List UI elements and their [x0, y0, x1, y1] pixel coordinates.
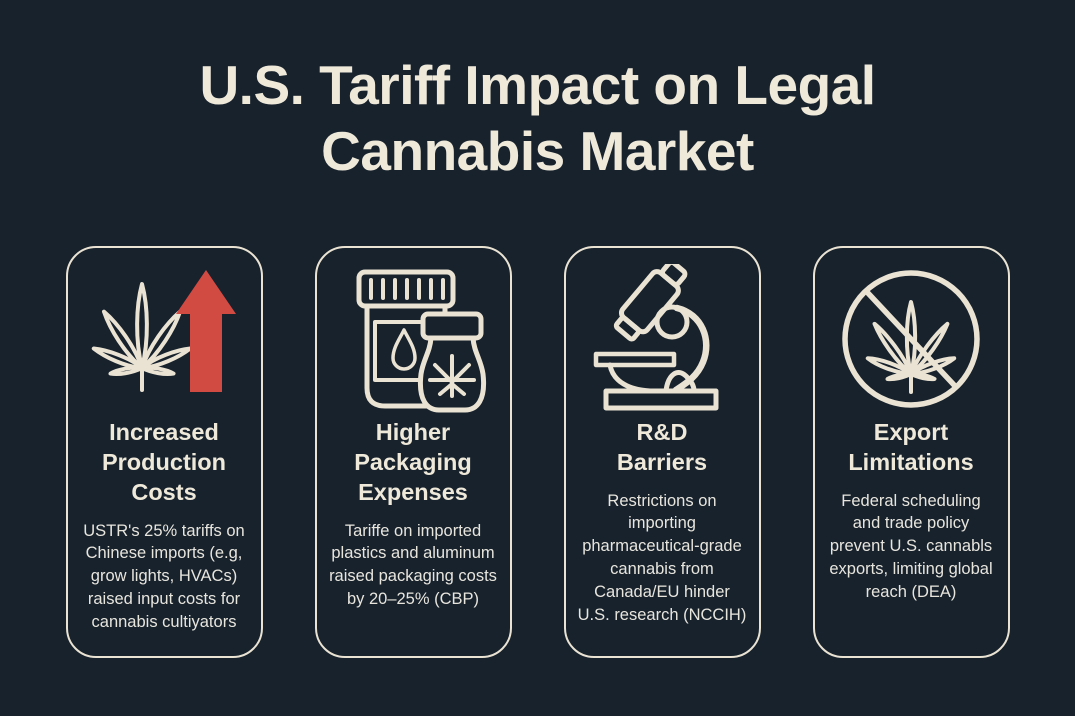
prohibition-circle-icon [842, 270, 980, 408]
card-description: Restrictions on importing pharmaceutical… [577, 491, 747, 624]
microscope-icon [582, 264, 742, 414]
jar-icon [417, 311, 487, 413]
droplet-icon [391, 328, 417, 371]
prohibition-slash-icon [864, 289, 958, 389]
card-higher-packaging-expenses: Higher Packaging Expenses Tariffe on imp… [314, 246, 512, 658]
up-arrow-icon [176, 270, 236, 392]
card-description: Federal scheduling and trade policy prev… [829, 491, 993, 601]
card-title: R&D Barriers [616, 419, 708, 475]
cannabis-leaf-icon [91, 282, 193, 392]
card-description: Tariffe on imported plastics and aluminu… [329, 521, 497, 608]
packaging-bottle-jar-icon [333, 264, 493, 414]
card-increased-production-costs: Increased Production Costs USTR's 25% ta… [65, 246, 263, 658]
card-title: Increased Production Costs [101, 419, 227, 505]
page-title: U.S. Tariff Impact on Legal Cannabis Mar… [199, 54, 876, 182]
card-title: Export Limitations [848, 419, 974, 475]
card-description: USTR's 25% tariffs on Chinese imports (e… [83, 521, 245, 631]
cards-row: Increased Production Costs USTR's 25% ta… [0, 246, 1075, 658]
card-title: Higher Packaging Expenses [354, 419, 472, 505]
jar-leaf-icon [428, 354, 476, 398]
no-cannabis-export-icon [831, 264, 991, 414]
card-export-limitations: Export Limitations Federal scheduling an… [812, 246, 1010, 658]
card-rd-barriers: R&D Barriers Restrictions on importing p… [563, 246, 761, 658]
cannabis-leaf-up-arrow-icon [84, 264, 244, 414]
cannabis-leaf-icon [865, 300, 957, 394]
